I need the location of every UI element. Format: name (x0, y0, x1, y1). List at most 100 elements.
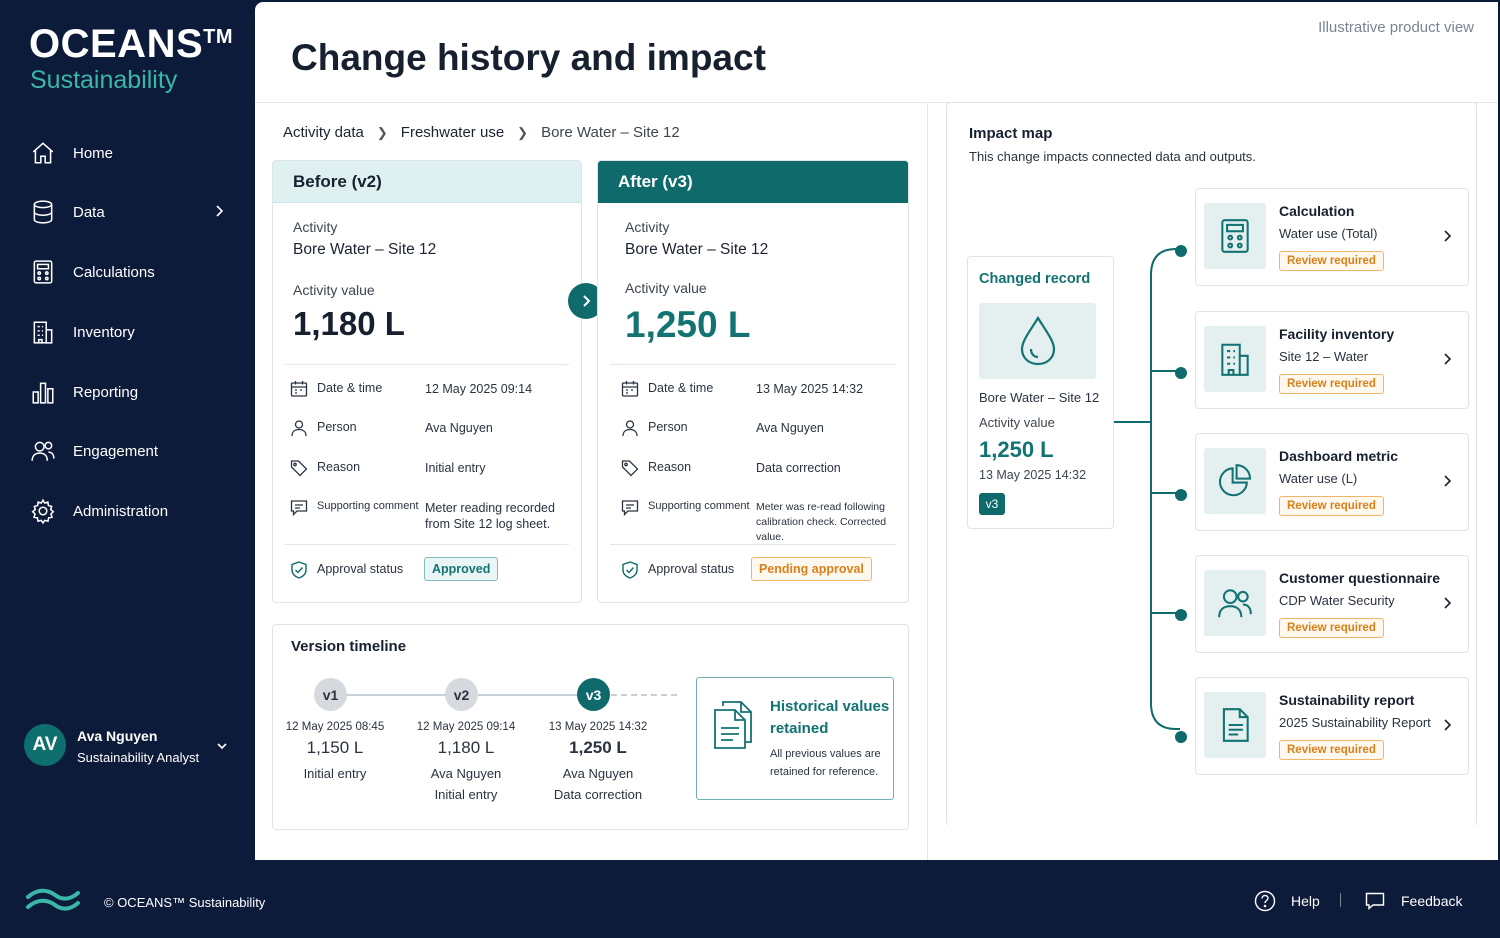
illustrative-note: Illustrative product view (1318, 19, 1474, 36)
comment-row: Supporting comment Meter was re-read fol… (620, 496, 902, 543)
historical-title: Historical values retained (770, 698, 890, 737)
feedback-label: Feedback (1401, 893, 1463, 909)
version-badge: v3 (979, 493, 1005, 515)
user-role: Sustainability Analyst (77, 750, 200, 765)
before-card-title: Before (v2) (273, 161, 581, 203)
version-value: 1,250 L (569, 738, 627, 757)
chat-bubble-icon (1365, 892, 1385, 911)
impact-item-title: Facility inventory (1279, 326, 1395, 342)
sidebar-item-data[interactable]: Data (30, 194, 230, 230)
impact-icon-box (1204, 203, 1266, 269)
person-icon (291, 420, 307, 437)
breadcrumb-item-current: Bore Water – Site 12 (541, 124, 680, 141)
sidebar-item-label: Calculations (73, 263, 155, 281)
sidebar-item-calculations[interactable]: Calculations (30, 254, 230, 290)
sidebar: OCEANSTM Sustainability Home Data Calcul… (0, 0, 254, 860)
shield-check-icon (291, 561, 307, 579)
sidebar-item-label: Engagement (73, 442, 159, 460)
changed-date: 13 May 2025 14:32 (979, 468, 1087, 482)
footer: © OCEANS™ Sustainability Help Feedback (0, 860, 1500, 938)
divider (610, 544, 896, 545)
status-badge-approved: Approved (424, 557, 499, 581)
historical-text: All previous values are retained for ref… (770, 748, 881, 778)
help-link[interactable]: Help (1254, 890, 1320, 912)
divider (285, 544, 569, 545)
date-value: 12 May 2025 09:14 (425, 382, 533, 396)
chevron-down-icon[interactable] (216, 740, 228, 752)
breadcrumb: Activity data ❯ Freshwater use ❯ Bore Wa… (283, 124, 680, 141)
impact-item-customer-questionnaire[interactable]: Customer questionnaire CDP Water Securit… (1195, 555, 1469, 653)
chevron-right-icon (583, 295, 591, 307)
comment-label: Supporting comment (648, 500, 750, 512)
reason-value: Data correction (756, 461, 841, 475)
gear-icon (31, 498, 55, 524)
brand-subtitle: Sustainability (30, 66, 178, 94)
impact-item-subtitle: 2025 Sustainability Report (1279, 715, 1431, 730)
version-person: Ava Nguyen (430, 766, 502, 781)
tag-icon (290, 460, 308, 477)
help-label: Help (1291, 893, 1320, 909)
pie-chart-icon (1218, 464, 1252, 497)
comment-label: Supporting comment (317, 500, 419, 512)
status-badge-pending: Pending approval (751, 557, 872, 581)
tag-icon (621, 460, 639, 477)
version-node-v3[interactable]: v3 (577, 678, 610, 711)
timeline-line (347, 694, 609, 696)
impact-item-dashboard-metric[interactable]: Dashboard metric Water use (L) Review re… (1195, 433, 1469, 531)
oceans-wave-logo-icon (26, 888, 80, 911)
review-required-badge: Review required (1279, 496, 1384, 516)
version-node-v2[interactable]: v2 (445, 678, 478, 711)
sidebar-item-inventory[interactable]: Inventory (30, 314, 230, 350)
user-menu[interactable]: AV Ava Nguyen Sustainability Analyst (24, 724, 234, 768)
approval-label: Approval status (317, 562, 404, 576)
version-node-v1[interactable]: v1 (314, 678, 347, 711)
version-reason: Data correction (553, 787, 643, 802)
sidebar-item-home[interactable]: Home (30, 135, 230, 171)
chevron-right-icon (1444, 719, 1452, 731)
impact-item-facility-inventory[interactable]: Facility inventory Site 12 – Water Revie… (1195, 311, 1469, 409)
timeline-dash (611, 694, 677, 696)
shield-check-icon (622, 561, 638, 579)
calculator-icon (33, 260, 53, 284)
breadcrumb-item-activity-data[interactable]: Activity data (283, 124, 364, 141)
person-value: Ava Nguyen (756, 421, 824, 435)
connector-trunk (1150, 248, 1180, 730)
home-icon (32, 142, 54, 164)
impact-item-subtitle: Site 12 – Water (1279, 349, 1369, 364)
sidebar-item-engagement[interactable]: Engagement (30, 433, 230, 469)
activity-name: Bore Water – Site 12 (293, 241, 437, 258)
version-date: 12 May 2025 08:45 (285, 721, 385, 733)
connector-dot (1175, 367, 1187, 379)
changed-record-card[interactable]: Changed record Bore Water – Site 12 Acti… (967, 256, 1114, 529)
breadcrumb-item-freshwater-use[interactable]: Freshwater use (400, 124, 505, 141)
comment-icon (621, 500, 639, 517)
chevron-right-icon (1444, 230, 1452, 242)
approval-label: Approval status (648, 562, 735, 576)
chevron-right-icon (216, 205, 224, 217)
comment-value: Meter reading recorded from Site 12 log … (425, 501, 555, 531)
impact-title: Impact map (969, 125, 1053, 142)
after-card-title: After (v3) (598, 161, 908, 203)
building-icon (33, 321, 53, 344)
reason-row: Reason Initial entry (289, 456, 575, 486)
calculator-icon (1221, 219, 1249, 253)
brand-logo[interactable]: OCEANSTM (29, 22, 234, 66)
comment-icon (290, 500, 308, 517)
person-label: Person (648, 420, 688, 434)
version-timeline: Version timeline v1 v2 v3 12 May 2025 08… (272, 624, 909, 830)
impact-item-calculation[interactable]: Calculation Water use (Total) Review req… (1195, 188, 1469, 286)
impact-item-sustainability-report[interactable]: Sustainability report 2025 Sustainabilit… (1195, 677, 1469, 775)
person-row: Person Ava Nguyen (620, 416, 902, 446)
building-icon (1221, 343, 1249, 376)
users-icon (31, 441, 55, 461)
feedback-link[interactable]: Feedback (1364, 890, 1462, 912)
comparison-panel: Activity data ❯ Freshwater use ❯ Bore Wa… (255, 102, 928, 860)
divider (610, 364, 896, 365)
impact-icon-box (1204, 326, 1266, 392)
version-details-v2: 12 May 2025 09:14 1,180 L Ava Nguyen Ini… (401, 721, 531, 805)
calendar-icon (621, 381, 639, 397)
version-details-v3: 13 May 2025 14:32 1,250 L Ava Nguyen Dat… (533, 721, 663, 805)
changed-record-name: Bore Water – Site 12 (979, 390, 1100, 405)
sidebar-item-administration[interactable]: Administration (30, 493, 230, 529)
sidebar-item-reporting[interactable]: Reporting (30, 374, 230, 410)
